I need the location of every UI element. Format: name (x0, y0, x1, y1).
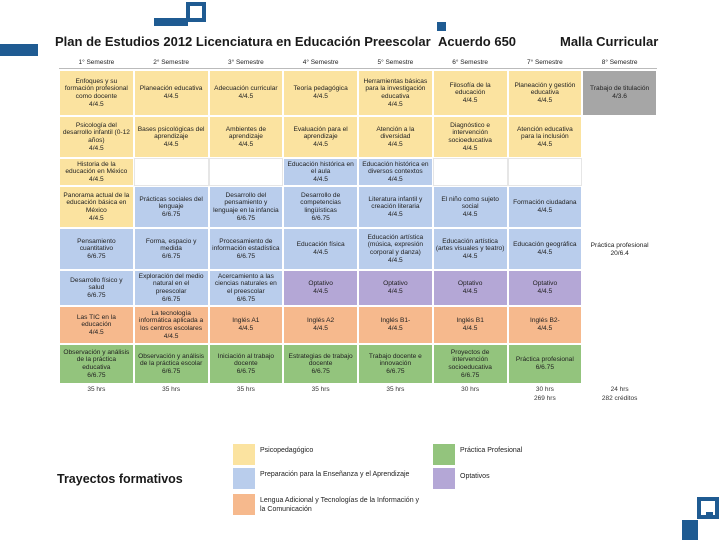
semester-header: 3° Semestre (208, 58, 284, 69)
course-cell: Procesamiento de información estadística… (208, 228, 284, 270)
course-cell: Inglés A2 4/4.5 (283, 306, 358, 344)
course-cell: Educación histórica en diversos contexto… (358, 158, 433, 186)
semester-header: 2° Semestre (133, 58, 209, 69)
curriculum-map-title: Malla Curricular (560, 34, 659, 49)
course-cell: Práctica profesional 6/6.75 (507, 344, 583, 384)
course-cell: Trabajo docente e innovación 6/6.75 (358, 344, 433, 384)
course-cell: Desarrollo físico y salud 6/6.75 (59, 270, 134, 306)
course-cell: Atención educativa para la inclusión 4/4… (507, 116, 583, 158)
semester-hours: 35 hrs (236, 386, 255, 393)
legend-title: Trayectos formativos (57, 472, 183, 486)
course-cell: Optativo 4/4.5 (432, 270, 508, 306)
course-cell: Teoría pedagógica 4/4.5 (283, 70, 358, 116)
course-cell: Inglés B2- 4/4.5 (507, 306, 583, 344)
header-square-bar (154, 18, 188, 26)
curriculum-grid: 1° Semestre 2° Semestre 3° Semestre 4° Seme… (59, 58, 657, 438)
course-cell: Educación artística (artes visuales y te… (432, 228, 508, 270)
course-cell: Iniciación al trabajo docente 6/6.75 (208, 344, 284, 384)
course-cell: Planeación y gestión educativa 4/4.5 (507, 70, 583, 116)
course-cell: Enfoques y su formación profesional como… (59, 70, 134, 116)
course-cell: Inglés B1 4/4.5 (432, 306, 508, 344)
semester-header: 8° Semestre (582, 58, 657, 69)
legend-label: Lengua Adicional y Tecnologías de la Inf… (260, 497, 420, 513)
course-cell: Educación artística (música, expresión c… (358, 228, 433, 270)
corner-square-tiny (706, 512, 713, 519)
course-cell: Exploración del medio natural en el pree… (133, 270, 209, 306)
professional-practice-cell: Práctica profesional 20/6.4 (582, 116, 657, 384)
course-cell: Trabajo de titulación 4/3.6 (582, 70, 657, 116)
legend-swatch (233, 494, 255, 515)
course-cell: Desarrollo del pensamiento y lenguaje en… (208, 186, 284, 228)
course-cell: Las TIC en la educación 4/4.5 (59, 306, 134, 344)
course-cell: Formación ciudadana 4/4.5 (507, 186, 583, 228)
empty-cell (208, 158, 284, 186)
course-cell: El niño como sujeto social 4/4.5 (432, 186, 508, 228)
semester-hours: 35 hrs (162, 386, 181, 393)
course-cell: Optativo 4/4.5 (507, 270, 583, 306)
empty-cell (432, 158, 508, 186)
course-cell: Acercamiento a las ciencias naturales en… (208, 270, 284, 306)
course-cell: Atención a la diversidad 4/4.5 (358, 116, 433, 158)
semester-header: 6° Semestre (432, 58, 508, 69)
course-cell: Prácticas sociales del lenguaje 6/6.75 (133, 186, 209, 228)
semester-header: 5° Semestre (358, 58, 433, 69)
empty-cell (507, 158, 583, 186)
legend-label: Preparación para la Enseñanza y el Apren… (260, 471, 410, 478)
header-accent-bar (0, 44, 38, 56)
course-cell: Inglés B1- 4/4.5 (358, 306, 433, 344)
title-bar: Plan de Estudios 2012 Licenciatura en Ed… (55, 34, 665, 50)
course-cell: Educación física 4/4.5 (283, 228, 358, 270)
course-cell: Bases psicológicas del aprendizaje 4/4.5 (133, 116, 209, 158)
course-cell: Panorama actual de la educación básica e… (59, 186, 134, 228)
course-cell: Psicología del desarrollo infantil (0-12… (59, 116, 134, 158)
course-cell: Filosofía de la educación 4/4.5 (432, 70, 508, 116)
course-cell: Pensamiento cuantitativo 6/6.75 (59, 228, 134, 270)
total-hours: 269 hrs (534, 395, 556, 402)
course-cell: Optativo 4/4.5 (283, 270, 358, 306)
course-cell: Educación geográfica 4/4.5 (507, 228, 583, 270)
course-cell: La tecnología informática aplicada a los… (133, 306, 209, 344)
semester-hours: 30 hrs (535, 386, 554, 393)
plan-title: Plan de Estudios 2012 Licenciatura en Ed… (55, 34, 431, 49)
course-cell: Estrategias de trabajo docente 6/6.75 (283, 344, 358, 384)
agreement-title: Acuerdo 650 (438, 34, 517, 49)
semester-header: 1° Semestre (59, 58, 134, 69)
total-credits: 282 créditos (601, 395, 638, 402)
header-square-outline (186, 2, 206, 22)
course-cell: Observación y análisis de la práctica ed… (59, 344, 134, 384)
course-cell: Educación histórica en el aula 4/4.5 (283, 158, 358, 186)
course-cell: Literatura infantil y creación literaria… (358, 186, 433, 228)
semester-hours: 30 hrs (461, 386, 480, 393)
course-cell: Evaluación para el aprendizaje 4/4.5 (283, 116, 358, 158)
course-cell: Forma, espacio y medida 6/6.75 (133, 228, 209, 270)
course-cell: Historia de la educación en México 4/4.5 (59, 158, 134, 186)
legend-label: Psicopedagógico (260, 447, 314, 454)
course-cell: Optativo 4/4.5 (358, 270, 433, 306)
course-cell: Planeación educativa 4/4.5 (133, 70, 209, 116)
legend-swatch (233, 468, 255, 489)
semester-header: 7° Semestre (507, 58, 583, 69)
legend-label: Optativos (460, 473, 490, 480)
course-cell: Ambientes de aprendizaje 4/4.5 (208, 116, 284, 158)
header-square-small (437, 22, 446, 31)
semester-header: 4° Semestre (283, 58, 358, 69)
course-cell: Desarrollo de competencias lingüísticas … (283, 186, 358, 228)
course-cell: Observación y análisis de la práctica es… (133, 344, 209, 384)
semester-hours: 35 hrs (386, 386, 405, 393)
legend-swatch (233, 444, 255, 465)
empty-cell (133, 158, 209, 186)
semester-hours: 24 hrs (610, 386, 629, 393)
semester-hours: 35 hrs (87, 386, 106, 393)
semester-hours: 35 hrs (311, 386, 330, 393)
legend-swatch (433, 444, 455, 465)
course-cell: Proyectos de intervención socioeducativa… (432, 344, 508, 384)
legend-swatch (433, 468, 455, 489)
corner-square-solid (682, 520, 698, 540)
course-cell: Herramientas básicas para la investigaci… (358, 70, 433, 116)
course-cell: Adecuación curricular 4/4.5 (208, 70, 284, 116)
course-cell: Diagnóstico e intervención socioeducativ… (432, 116, 508, 158)
course-cell: Inglés A1 4/4.5 (208, 306, 284, 344)
legend-label: Práctica Profesional (460, 447, 523, 454)
